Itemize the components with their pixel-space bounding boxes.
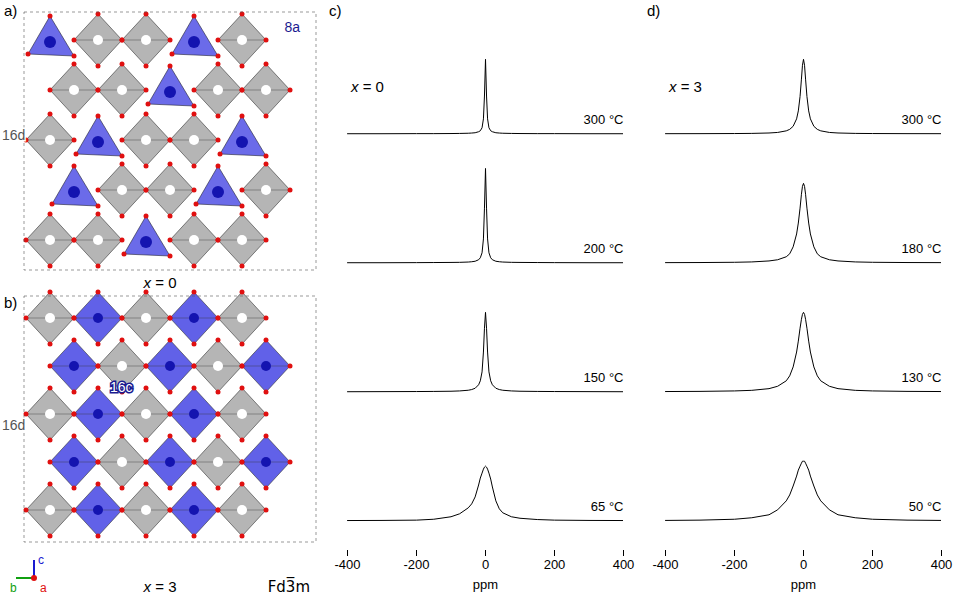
svg-text:50 °C: 50 °C (909, 499, 942, 514)
svg-text:-400: -400 (334, 557, 360, 572)
svg-text:8a: 8a (284, 19, 300, 35)
svg-text:-200: -200 (721, 557, 747, 572)
svg-text:16c: 16c (110, 379, 133, 395)
svg-text:ppm: ppm (473, 577, 498, 592)
svg-text:a: a (40, 581, 47, 595)
svg-text:b: b (10, 581, 17, 595)
svg-text:Fd3̅m: Fd3̅m (268, 577, 310, 596)
svg-text:400: 400 (613, 557, 635, 572)
html-text:c): c) (329, 2, 342, 19)
svg-text:c: c (38, 553, 44, 567)
svg-text:x = 3: x = 3 (143, 578, 177, 595)
svg-text:200: 200 (862, 557, 884, 572)
svg-text:200: 200 (544, 557, 566, 572)
svg-text:300 °C: 300 °C (902, 112, 942, 127)
svg-text:-400: -400 (652, 557, 678, 572)
html-text:x = 3: x = 3 (669, 78, 702, 95)
svg-text:180 °C: 180 °C (902, 241, 942, 256)
svg-text:65 °C: 65 °C (591, 499, 624, 514)
svg-text:300 °C: 300 °C (584, 112, 624, 127)
svg-text:400: 400 (931, 557, 953, 572)
svg-text:130 °C: 130 °C (902, 370, 942, 385)
svg-text:-200: -200 (403, 557, 429, 572)
svg-text:16d: 16d (2, 417, 25, 433)
svg-text:a): a) (4, 2, 17, 19)
html-text:x = 0: x = 0 (351, 78, 384, 95)
svg-text:x = 0: x = 0 (143, 274, 177, 291)
svg-text:ppm: ppm (791, 577, 816, 592)
svg-text:16d: 16d (2, 127, 25, 143)
svg-text:150 °C: 150 °C (584, 370, 624, 385)
svg-text:200 °C: 200 °C (584, 241, 624, 256)
svg-text:b): b) (4, 294, 17, 311)
svg-text:0: 0 (800, 557, 807, 572)
html-text:d): d) (647, 2, 661, 19)
svg-text:0: 0 (482, 557, 489, 572)
